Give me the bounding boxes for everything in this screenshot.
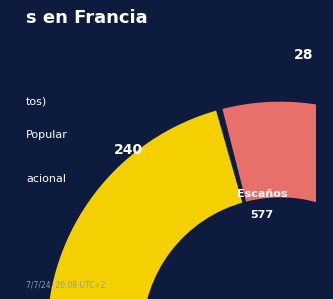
- Text: 240: 240: [114, 143, 143, 156]
- Text: Escaños: Escaños: [237, 189, 287, 199]
- Text: acional: acional: [26, 174, 66, 184]
- Text: s en Francia: s en Francia: [26, 9, 148, 27]
- Text: tos): tos): [26, 97, 47, 107]
- Wedge shape: [47, 110, 244, 299]
- Wedge shape: [215, 106, 247, 205]
- Wedge shape: [219, 102, 333, 299]
- Text: 577: 577: [251, 210, 274, 220]
- Text: 7/7/24, 20:08 UTC+2: 7/7/24, 20:08 UTC+2: [26, 281, 106, 290]
- Text: 28: 28: [293, 48, 313, 62]
- Text: Popular: Popular: [26, 129, 68, 140]
